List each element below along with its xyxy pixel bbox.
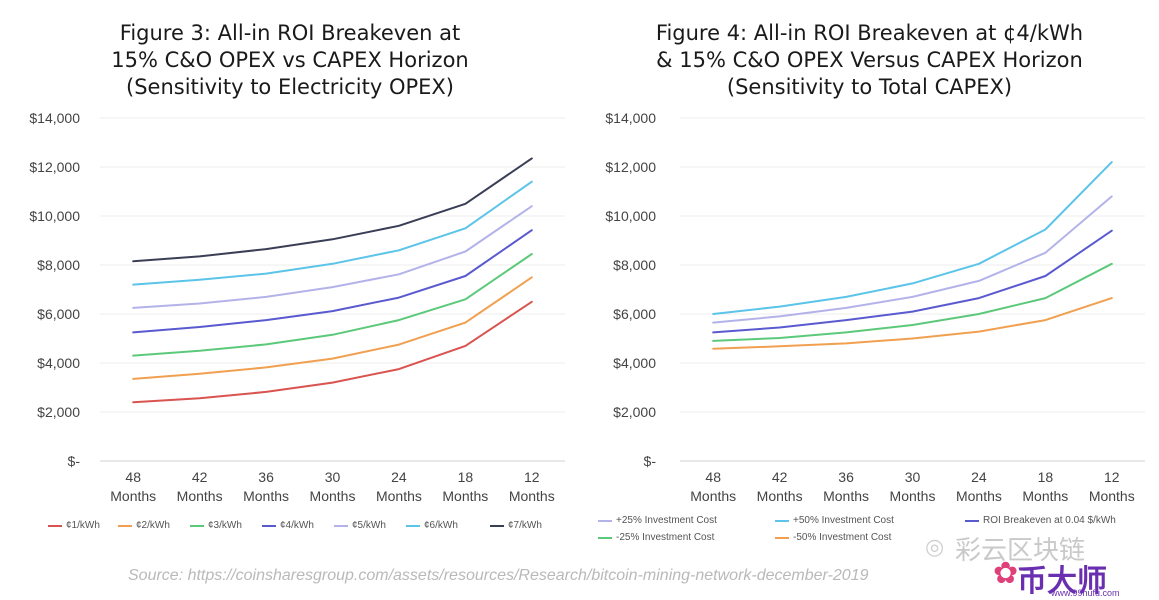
legend-item: ¢7/kWh: [490, 520, 542, 531]
x-tick-label: 18 Months: [1022, 469, 1068, 504]
y-tick-label: $6,000: [37, 306, 80, 322]
series-line: [712, 297, 1113, 350]
y-tick-label: $10,000: [605, 208, 656, 224]
title-line: (Sensitivity to Total CAPEX): [726, 75, 1013, 99]
legend-item: +50% Investment Cost: [775, 515, 894, 526]
y-tick-label: $-: [68, 453, 81, 469]
legend-item: -25% Investment Cost: [598, 532, 714, 543]
legend-swatch: [406, 524, 420, 527]
x-tick-label: 30 Months: [890, 469, 936, 504]
source-text: Source: https://coinsharesgroup.com/asse…: [128, 567, 869, 584]
legend-item: ¢3/kWh: [190, 520, 242, 531]
legend-item: ¢5/kWh: [334, 520, 386, 531]
series-line: [712, 229, 1113, 334]
legend-swatch: [598, 519, 612, 522]
series-line: [132, 205, 533, 309]
legend-swatch: [775, 519, 789, 522]
legend-label: ¢2/kWh: [136, 520, 170, 531]
legend-item: ROI Breakeven at 0.04 $/kWh: [965, 515, 1116, 526]
series-line: [132, 253, 533, 357]
x-tick-label: 24 Months: [956, 469, 1002, 504]
wechat-icon: ◎: [925, 534, 945, 559]
x-tick-label: 36 Months: [243, 469, 289, 504]
legend-swatch: [334, 524, 348, 527]
chart-figure-3: Figure 3: All-in ROI Breakeven at 15% C&…: [0, 0, 580, 560]
legend-swatch: [48, 524, 62, 527]
series-line: [132, 180, 533, 286]
legend-swatch: [490, 524, 504, 527]
legend-label: ¢5/kWh: [352, 520, 386, 531]
legend-item: ¢1/kWh: [48, 520, 100, 531]
y-tick-label: $-: [644, 453, 657, 469]
watermark-brand: 币大师: [1017, 564, 1107, 599]
chart-figure-4: Figure 4: All-in ROI Breakeven at ¢4/kWh…: [580, 0, 1159, 560]
y-tick-label: $2,000: [37, 404, 80, 420]
series-line: [132, 276, 533, 380]
series-line: [712, 195, 1113, 324]
legend-swatch: [118, 524, 132, 527]
x-tick-label: 12 Months: [1089, 469, 1135, 504]
series-line: [132, 300, 533, 404]
legend-swatch: [965, 519, 979, 522]
legend-label: -50% Investment Cost: [793, 532, 892, 543]
legend-label: ROI Breakeven at 0.04 $/kWh: [983, 515, 1116, 526]
legend-swatch: [598, 536, 612, 539]
x-tick-label: 12 Months: [509, 469, 555, 504]
x-tick-label: 30 Months: [310, 469, 356, 504]
legend-label: +50% Investment Cost: [793, 515, 894, 526]
x-tick-label: 48 Months: [690, 469, 736, 504]
legend-label: +25% Investment Cost: [616, 515, 717, 526]
legend-item: +25% Investment Cost: [598, 515, 717, 526]
x-tick-label: 36 Months: [823, 469, 869, 504]
y-tick-label: $8,000: [613, 257, 656, 273]
x-tick-label: 18 Months: [442, 469, 488, 504]
y-tick-label: $4,000: [613, 355, 656, 371]
y-tick-label: $6,000: [613, 306, 656, 322]
x-tick-label: 42 Months: [757, 469, 803, 504]
chart-title: Figure 4: All-in ROI Breakeven at ¢4/kWh…: [580, 20, 1159, 101]
legend-swatch: [775, 536, 789, 539]
y-tick-label: $8,000: [37, 257, 80, 273]
legend-item: ¢2/kWh: [118, 520, 170, 531]
title-line: Figure 4: All-in ROI Breakeven at ¢4/kWh: [655, 21, 1084, 45]
legend-swatch: [262, 524, 276, 527]
legend-item: ¢4/kWh: [262, 520, 314, 531]
y-tick-label: $12,000: [29, 159, 80, 175]
title-line: 15% C&O OPEX vs CAPEX Horizon: [111, 48, 469, 72]
y-tick-label: $10,000: [29, 208, 80, 224]
legend-label: ¢6/kWh: [424, 520, 458, 531]
y-tick-label: $14,000: [605, 110, 656, 126]
legend-label: -25% Investment Cost: [616, 532, 715, 543]
title-line: Figure 3: All-in ROI Breakeven at: [119, 21, 461, 45]
legend-label: ¢7/kWh: [508, 520, 542, 531]
x-tick-label: 24 Months: [376, 469, 422, 504]
y-tick-label: $14,000: [29, 110, 80, 126]
series-line: [712, 161, 1113, 315]
watermark: ◎ 彩云区块链 ✿ 币大师 www.99hufu.com: [925, 530, 1155, 599]
plot-area: $14,000 $12,000 $10,000 $8,000 $6,000 $4,000 $…: [605, 110, 1145, 504]
legend-label: ¢4/kWh: [280, 520, 314, 531]
legend-label: ¢1/kWh: [66, 520, 100, 531]
legend-item: -50% Investment Cost: [775, 532, 891, 543]
y-tick-label: $2,000: [613, 404, 656, 420]
x-tick-label: 48 Months: [110, 469, 156, 504]
legend-swatch: [190, 524, 204, 527]
flower-logo-icon: ✿: [993, 557, 1019, 590]
series-line: [132, 157, 533, 263]
series-line: [712, 262, 1113, 342]
plot-area: $14,000 $12,000 $10,000 $8,000 $6,000 $4,000 $…: [29, 110, 565, 504]
y-tick-label: $12,000: [605, 159, 656, 175]
legend-label: ¢3/kWh: [208, 520, 242, 531]
title-line: (Sensitivity to Electricity OPEX): [126, 75, 454, 99]
watermark-text: 彩云区块链: [955, 536, 1086, 566]
x-tick-label: 42 Months: [177, 469, 223, 504]
legend-item: ¢6/kWh: [406, 520, 458, 531]
watermark-url: www.99hufu.com: [1051, 588, 1120, 598]
series-line: [132, 229, 533, 334]
title-line: & 15% C&O OPEX Versus CAPEX Horizon: [656, 48, 1083, 72]
y-tick-label: $4,000: [37, 355, 80, 371]
chart-title: Figure 3: All-in ROI Breakeven at 15% C&…: [0, 20, 580, 101]
